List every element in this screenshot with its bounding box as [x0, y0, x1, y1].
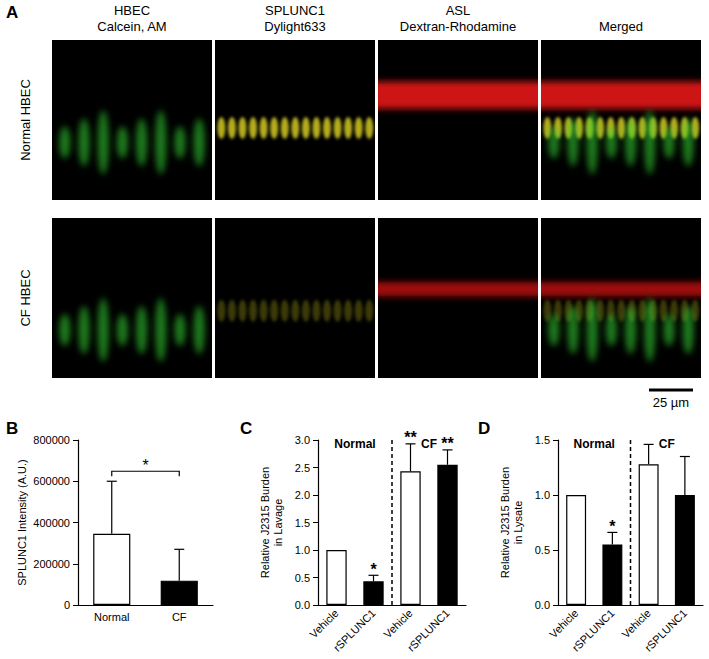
- svg-text:rSPLUNC1: rSPLUNC1: [331, 607, 378, 654]
- svg-text:600000: 600000: [33, 475, 70, 487]
- svg-text:in Lysate: in Lysate: [512, 501, 524, 545]
- svg-text:1.5: 1.5: [295, 517, 310, 529]
- svg-text:200000: 200000: [33, 558, 70, 570]
- svg-text:SPLUNC1: SPLUNC1: [265, 3, 325, 18]
- svg-text:**: **: [441, 435, 454, 452]
- svg-text:CF: CF: [659, 437, 675, 451]
- svg-text:800000: 800000: [33, 434, 70, 446]
- svg-text:3.0: 3.0: [295, 434, 310, 446]
- svg-text:2.0: 2.0: [295, 489, 310, 501]
- svg-text:1.5: 1.5: [535, 434, 550, 446]
- svg-text:Vehicle: Vehicle: [381, 607, 415, 641]
- svg-text:CF: CF: [172, 611, 187, 623]
- svg-text:Vehicle: Vehicle: [307, 607, 341, 641]
- svg-text:Vehicle: Vehicle: [619, 607, 653, 641]
- svg-text:*: *: [370, 561, 377, 578]
- svg-text:Calcein, AM: Calcein, AM: [97, 19, 166, 34]
- svg-text:Normal: Normal: [334, 437, 375, 451]
- svg-text:1.0: 1.0: [295, 544, 310, 556]
- svg-text:Vehicle: Vehicle: [547, 607, 581, 641]
- svg-text:0.5: 0.5: [535, 544, 550, 556]
- svg-text:Normal: Normal: [94, 611, 129, 623]
- svg-text:B: B: [6, 419, 18, 438]
- svg-text:HBEC: HBEC: [114, 3, 150, 18]
- svg-text:rSPLUNC1: rSPLUNC1: [405, 607, 452, 654]
- svg-text:*: *: [142, 457, 148, 474]
- svg-text:ASL: ASL: [446, 3, 471, 18]
- svg-text:*: *: [609, 518, 616, 535]
- svg-text:D: D: [478, 419, 490, 438]
- svg-text:in Lavage: in Lavage: [272, 499, 284, 547]
- svg-text:C: C: [240, 419, 252, 438]
- svg-text:0.0: 0.0: [535, 599, 550, 611]
- svg-text:25 µm: 25 µm: [653, 395, 689, 410]
- svg-text:**: **: [404, 429, 417, 446]
- svg-text:Dextran-Rhodamine: Dextran-Rhodamine: [400, 19, 516, 34]
- svg-text:Relative J2315 Burden: Relative J2315 Burden: [259, 467, 271, 578]
- svg-text:rSPLUNC1: rSPLUNC1: [642, 607, 689, 654]
- svg-text:400000: 400000: [33, 517, 70, 529]
- svg-text:rSPLUNC1: rSPLUNC1: [570, 607, 617, 654]
- svg-text:2.5: 2.5: [295, 462, 310, 474]
- svg-text:0.0: 0.0: [295, 599, 310, 611]
- svg-text:A: A: [6, 3, 18, 22]
- svg-text:Relative J2315 Burden: Relative J2315 Burden: [499, 467, 511, 578]
- svg-text:Normal: Normal: [574, 437, 615, 451]
- svg-text:Dylight633: Dylight633: [264, 19, 325, 34]
- svg-text:Normal HBEC: Normal HBEC: [18, 79, 33, 161]
- svg-text:1.0: 1.0: [535, 489, 550, 501]
- svg-text:0: 0: [64, 599, 70, 611]
- svg-text:CF: CF: [421, 437, 437, 451]
- svg-text:0.5: 0.5: [295, 572, 310, 584]
- svg-text:SPLUNC1 Intensity (A.U.): SPLUNC1 Intensity (A.U.): [16, 459, 28, 586]
- svg-text:Merged: Merged: [599, 19, 643, 34]
- svg-text:CF HBEC: CF HBEC: [18, 269, 33, 326]
